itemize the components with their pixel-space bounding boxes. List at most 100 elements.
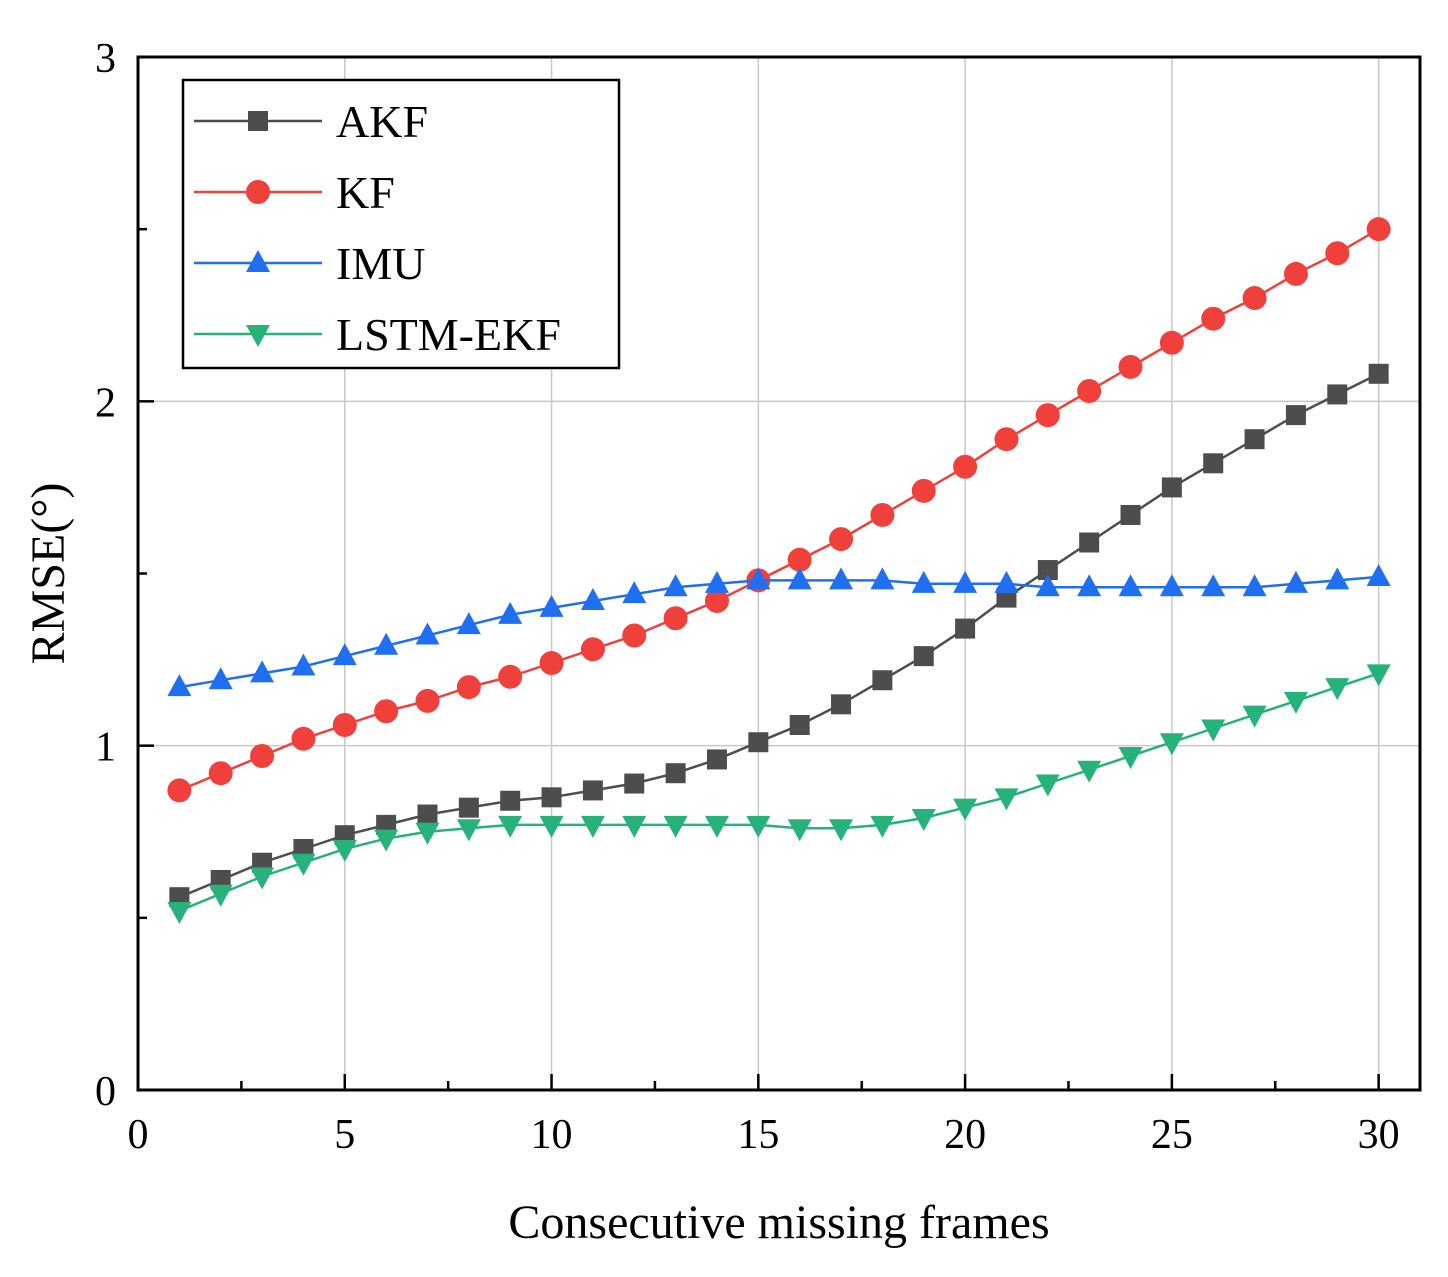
data-point-imu bbox=[994, 570, 1019, 593]
data-point-imu bbox=[1077, 574, 1102, 597]
data-point-kf bbox=[1283, 261, 1308, 286]
data-point-imu bbox=[1118, 574, 1143, 597]
data-point-lstm-ekf bbox=[787, 819, 812, 842]
data-point-lstm-ekf bbox=[994, 788, 1019, 811]
data-point-kf bbox=[1201, 306, 1226, 331]
data-point-kf bbox=[374, 699, 399, 724]
data-point-lstm-ekf bbox=[1159, 733, 1184, 756]
data-point-lstm-ekf bbox=[291, 853, 316, 876]
data-point-akf bbox=[1037, 560, 1058, 581]
data-point-kf bbox=[829, 527, 854, 552]
legend-label-kf: KF bbox=[336, 167, 395, 218]
x-tick-label: 5 bbox=[334, 1112, 355, 1158]
data-point-lstm-ekf bbox=[1077, 760, 1102, 783]
x-tick-label: 30 bbox=[1358, 1112, 1400, 1158]
data-point-kf bbox=[1325, 241, 1350, 266]
data-point-imu bbox=[580, 588, 605, 611]
data-point-kf bbox=[580, 637, 605, 662]
data-point-lstm-ekf bbox=[1242, 705, 1267, 728]
data-point-imu bbox=[622, 581, 647, 604]
x-tick-label: 20 bbox=[944, 1112, 986, 1158]
data-point-imu bbox=[250, 660, 275, 683]
data-point-imu bbox=[208, 667, 233, 690]
x-tick-label: 0 bbox=[128, 1112, 149, 1158]
series-imu bbox=[167, 563, 1391, 697]
data-point-imu bbox=[953, 570, 978, 593]
data-point-imu bbox=[704, 570, 729, 593]
data-point-lstm-ekf bbox=[250, 867, 275, 890]
legend-marker-kf bbox=[246, 180, 270, 204]
data-point-lstm-ekf bbox=[704, 815, 729, 838]
data-point-lstm-ekf bbox=[208, 884, 233, 907]
data-point-kf bbox=[250, 743, 275, 768]
data-point-kf bbox=[1035, 403, 1060, 428]
y-tick-label: 1 bbox=[95, 725, 116, 771]
data-point-akf bbox=[1203, 453, 1224, 474]
y-tick-label: 0 bbox=[95, 1069, 116, 1115]
data-point-lstm-ekf bbox=[1283, 691, 1308, 714]
data-point-akf bbox=[417, 804, 438, 825]
data-point-imu bbox=[1242, 574, 1267, 597]
data-point-imu bbox=[1283, 570, 1308, 593]
data-point-imu bbox=[456, 612, 481, 635]
data-point-akf bbox=[624, 773, 645, 794]
data-point-imu bbox=[332, 643, 357, 666]
data-point-akf bbox=[1285, 405, 1306, 426]
legend-label-imu: IMU bbox=[336, 238, 425, 289]
data-point-akf bbox=[913, 646, 934, 667]
data-point-lstm-ekf bbox=[167, 901, 192, 924]
data-point-kf bbox=[1242, 286, 1267, 311]
data-point-akf bbox=[1161, 477, 1182, 498]
legend-marker-imu bbox=[246, 250, 270, 272]
data-point-lstm-ekf bbox=[374, 829, 399, 852]
data-point-lstm-ekf bbox=[622, 815, 647, 838]
tick-labels: 0 5 10 15 20 25 30 0 1 2 3 bbox=[95, 36, 1400, 1158]
data-point-lstm-ekf bbox=[1366, 664, 1391, 687]
data-point-imu bbox=[1366, 563, 1391, 586]
data-point-lstm-ekf bbox=[1325, 678, 1350, 701]
data-point-kf bbox=[332, 713, 357, 738]
data-point-akf bbox=[955, 618, 976, 639]
data-point-kf bbox=[994, 427, 1019, 452]
data-point-akf bbox=[1120, 504, 1141, 525]
y-tick-label: 2 bbox=[95, 380, 116, 426]
legend: AKF KF IMU LSTM-EKF bbox=[181, 78, 621, 370]
x-tick-label: 10 bbox=[531, 1112, 573, 1158]
data-point-kf bbox=[539, 651, 564, 676]
data-point-imu bbox=[911, 570, 936, 593]
data-point-imu bbox=[291, 653, 316, 676]
data-point-imu bbox=[167, 674, 192, 697]
data-point-imu bbox=[374, 632, 399, 655]
data-point-kf bbox=[622, 623, 647, 648]
data-point-imu bbox=[1035, 574, 1060, 597]
data-point-kf bbox=[208, 761, 233, 786]
data-point-kf bbox=[167, 778, 192, 803]
data-point-akf bbox=[665, 763, 686, 784]
data-point-akf bbox=[748, 732, 769, 753]
data-point-kf bbox=[787, 547, 812, 572]
axis-ticks bbox=[136, 55, 1380, 1092]
data-point-lstm-ekf bbox=[1118, 746, 1143, 769]
legend-marker-akf bbox=[248, 111, 268, 131]
data-point-akf bbox=[541, 787, 562, 808]
data-point-imu bbox=[1159, 574, 1184, 597]
data-point-lstm-ekf bbox=[870, 815, 895, 838]
data-point-akf bbox=[706, 749, 727, 770]
data-point-lstm-ekf bbox=[953, 798, 978, 821]
data-point-kf bbox=[1366, 217, 1391, 242]
data-point-akf bbox=[582, 780, 603, 801]
data-point-imu bbox=[1201, 574, 1226, 597]
data-point-kf bbox=[663, 606, 688, 631]
data-point-akf bbox=[1368, 363, 1389, 384]
data-point-kf bbox=[911, 478, 936, 503]
y-tick-label: 3 bbox=[95, 36, 116, 82]
x-axis-title: Consecutive missing frames bbox=[508, 1196, 1049, 1249]
legend-marker-lstm-ekf bbox=[246, 325, 270, 347]
data-point-kf bbox=[415, 688, 440, 713]
data-point-imu bbox=[539, 594, 564, 617]
data-point-kf bbox=[870, 502, 895, 527]
data-point-kf bbox=[704, 589, 729, 614]
x-tick-label: 15 bbox=[737, 1112, 779, 1158]
data-point-akf bbox=[789, 715, 810, 736]
data-point-lstm-ekf bbox=[1035, 774, 1060, 797]
